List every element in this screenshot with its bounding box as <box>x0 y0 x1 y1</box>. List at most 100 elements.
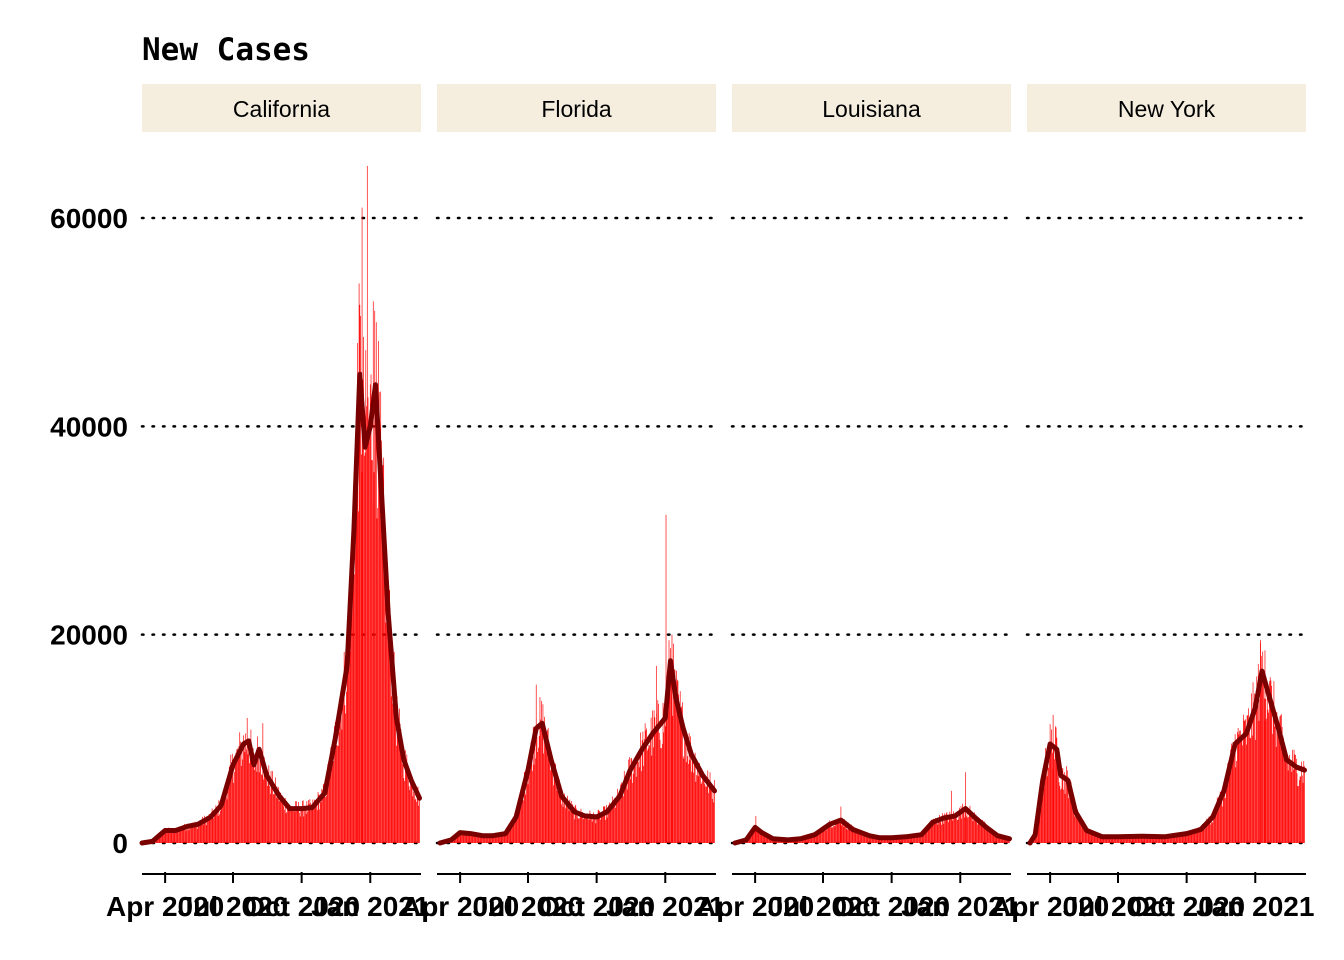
daily-bar <box>466 835 468 843</box>
daily-bar <box>300 810 302 843</box>
daily-bar <box>313 809 314 843</box>
daily-bar <box>988 829 989 843</box>
daily-bar <box>222 804 223 843</box>
daily-bar <box>1203 829 1205 843</box>
daily-bar <box>713 802 715 843</box>
daily-bar <box>688 733 690 843</box>
daily-bar <box>977 824 978 843</box>
daily-bar <box>1210 814 1212 843</box>
daily-bar <box>1221 796 1223 843</box>
daily-bar <box>1052 752 1053 843</box>
daily-bar <box>243 746 245 843</box>
daily-bar <box>346 691 347 843</box>
daily-bar <box>1169 837 1170 843</box>
daily-bar <box>398 723 399 843</box>
daily-bar <box>909 837 910 843</box>
daily-bar <box>190 827 191 843</box>
daily-bar <box>1128 835 1130 843</box>
daily-bar <box>473 833 474 843</box>
daily-bar <box>1078 820 1079 843</box>
daily-bar <box>299 816 301 843</box>
daily-bar <box>811 836 813 843</box>
daily-bar <box>173 831 175 843</box>
daily-bar <box>284 797 286 843</box>
daily-bar <box>651 755 653 843</box>
daily-bar <box>918 833 920 843</box>
daily-bar <box>570 801 572 843</box>
daily-bar <box>388 623 390 843</box>
daily-bar <box>1155 836 1157 843</box>
daily-bar <box>309 799 311 843</box>
daily-bar <box>554 779 556 843</box>
daily-bar <box>534 730 536 843</box>
daily-bar <box>992 834 994 843</box>
daily-bar <box>670 667 672 843</box>
facet-strip <box>142 84 421 132</box>
daily-bar <box>820 828 822 843</box>
daily-bar <box>272 771 273 843</box>
daily-bar <box>894 837 895 843</box>
daily-bar <box>327 764 329 843</box>
daily-bar <box>839 819 841 843</box>
daily-bar <box>677 680 679 843</box>
daily-bar <box>608 802 610 843</box>
daily-bar <box>369 428 370 843</box>
daily-bar <box>1153 836 1155 843</box>
daily-bar <box>1281 714 1282 843</box>
chart-title: New Cases <box>142 32 310 68</box>
daily-bar <box>516 814 518 843</box>
daily-bar <box>485 836 486 843</box>
daily-bar <box>895 837 896 843</box>
daily-bar <box>766 837 768 843</box>
daily-bar <box>399 723 401 843</box>
daily-bar <box>1289 755 1290 843</box>
daily-bar <box>510 823 512 843</box>
daily-bar <box>1210 824 1211 843</box>
daily-bar <box>494 834 496 843</box>
daily-bar <box>201 822 203 843</box>
daily-bar <box>234 771 235 843</box>
daily-bar <box>832 826 834 843</box>
daily-bar <box>1164 835 1166 843</box>
spike-bar <box>357 343 358 843</box>
daily-bar <box>813 833 815 843</box>
daily-bar <box>249 745 251 843</box>
daily-bar <box>812 834 813 843</box>
daily-bar <box>1207 825 1208 843</box>
daily-bar <box>297 810 299 843</box>
daily-bar <box>948 822 949 843</box>
daily-bar <box>175 828 177 843</box>
daily-bar <box>703 777 705 843</box>
daily-bar <box>949 811 951 843</box>
daily-bar <box>266 780 267 843</box>
daily-bar <box>405 769 407 843</box>
daily-bar <box>1095 834 1096 843</box>
daily-bar <box>468 833 470 843</box>
daily-bar <box>214 811 215 843</box>
daily-bar <box>652 710 653 843</box>
daily-bar <box>1175 833 1177 843</box>
daily-bar <box>1040 780 1042 843</box>
daily-bar <box>581 816 583 843</box>
daily-bar <box>1099 835 1101 843</box>
daily-bar <box>641 740 643 843</box>
daily-bar <box>202 824 204 843</box>
daily-bar <box>233 783 235 843</box>
daily-bar <box>860 834 862 843</box>
daily-bar <box>871 835 872 843</box>
daily-bar <box>416 801 417 843</box>
daily-bar <box>360 316 361 843</box>
daily-bar <box>288 810 290 843</box>
daily-bar <box>760 834 762 843</box>
daily-bar <box>508 829 509 843</box>
daily-bar <box>906 835 907 843</box>
daily-bar <box>279 796 281 843</box>
daily-bar <box>1185 833 1187 843</box>
daily-bar <box>571 806 573 843</box>
daily-bar <box>234 759 236 843</box>
daily-bar <box>604 806 606 843</box>
daily-bar <box>1123 835 1125 843</box>
daily-bar <box>827 823 829 843</box>
daily-bar <box>818 831 819 843</box>
daily-bar <box>1000 835 1001 843</box>
